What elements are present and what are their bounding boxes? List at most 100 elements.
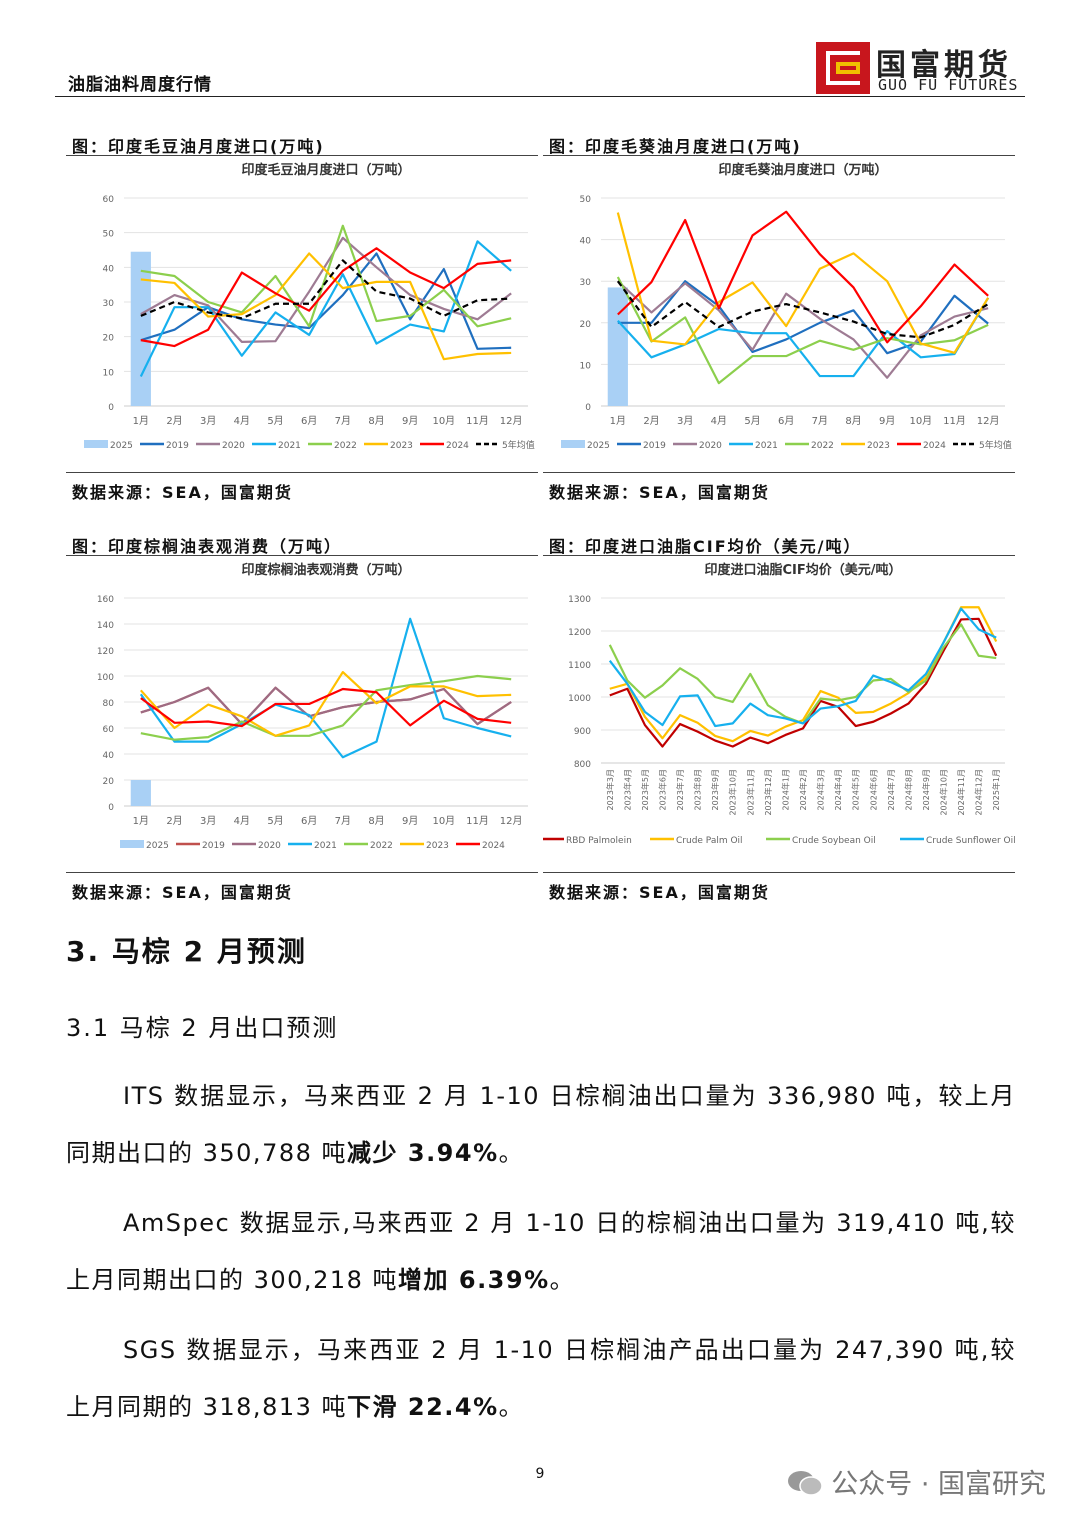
x-tick-label: 4月 [234,415,250,427]
paragraph-highlight: 下滑 22.4% [347,1393,499,1421]
x-tick-label: 8月 [368,415,384,427]
bar-2025 [130,780,151,806]
paragraph-text: SGS 数据显示，马来西亚 2 月 1-10 日棕榈油产品出口量为 247,39… [66,1336,1016,1421]
chart-title: 印度毛葵油月度进口（万吨） [718,162,887,178]
x-tick-label: 2025年1月 [991,769,1001,810]
figure-caption: 图：印度进口油脂CIF均价（美元/吨） [543,533,1015,556]
x-tick-label: 2024年12月 [974,769,984,816]
x-tick-label: 2024年3月 [816,769,826,810]
legend-label: 2020 [222,441,245,451]
figure-caption: 图：印度毛葵油月度进口(万吨) [543,133,1015,156]
legend-label: 2025 [146,841,169,851]
x-tick-label: 12月 [500,815,523,827]
chart-soybean-oil-imports: 印度毛豆油月度进口（万吨） 0 10 20 30 40 50 60 1月 2月 3月 4月 5月 6月 7月… [84,162,535,451]
legend-label: 2019 [166,441,189,451]
x-tick-label: 2024年9月 [921,769,931,810]
legend-label: Crude Soybean Oil [792,836,876,846]
wechat-icon [788,1471,823,1496]
x-tick-label: 10月 [909,415,932,427]
x-tick-label: 1月 [133,415,149,427]
x-tick-label: 4月 [711,415,727,427]
x-tick-label: 8月 [845,415,861,427]
chart-title: 印度棕榈油表观消费（万吨） [241,562,410,578]
paragraph-text: ITS 数据显示，马来西亚 2 月 1-10 日棕榈油出口量为 336,980 … [66,1082,1016,1167]
series-line-2022 [616,276,989,385]
x-tick-label: 9月 [402,415,418,427]
y-tick-label: 160 [97,595,114,605]
x-tick-label: 10月 [432,815,455,827]
x-tick-label: 2023年3月 [605,769,615,810]
y-tick-label: 40 [103,264,115,274]
x-tick-label: 8月 [368,815,384,827]
report-title: 油脂油料周度行情 [68,75,212,95]
x-tick-label: 2024年8月 [903,769,913,810]
x-tick-label: 2024年4月 [833,769,843,810]
y-tick-label: 1000 [568,694,591,704]
legend-label: RBD Palmolein [566,836,632,846]
y-tick-label: 10 [103,368,115,378]
x-tick-label: 5月 [744,415,760,427]
x-tick-label: 6月 [301,815,317,827]
x-tick-label: 9月 [879,415,895,427]
bar-2025 [607,287,628,406]
series-line-2020 [140,686,512,726]
x-tick-label: 2023年8月 [693,769,703,810]
y-tick-label: 1100 [568,661,591,671]
series-line-Crude Soybean Oil [608,623,997,725]
legend-label: 5年均值 [502,439,535,451]
y-tick-label: 20 [103,334,115,344]
paragraph-end: 。 [498,1139,525,1167]
logo-text-en: GUO FU FUTURES [878,76,1019,94]
series-line-2020 [617,280,989,379]
paragraph-end: 。 [549,1266,576,1294]
y-tick-label: 900 [574,727,591,737]
x-tick-label: 2023年7月 [675,769,685,810]
series-line-2022 [140,224,512,328]
x-tick-label: 2023年6月 [657,769,667,810]
series-line-2024 [140,247,512,348]
y-tick-label: 60 [103,195,115,205]
x-tick-label: 2023年5月 [640,769,650,810]
legend-label: 2023 [426,841,449,851]
figure-cif-prices: 图：印度进口油脂CIF均价（美元/吨） 印度进口油脂CIF均价（美元/吨） 800… [540,533,1016,903]
x-tick-label: 2024年6月 [868,769,878,810]
legend-label: 2022 [811,441,834,451]
legend-label: 2025 [110,441,133,451]
legend-label: 2021 [755,441,778,451]
y-tick-label: 800 [574,760,591,770]
figure-palm-oil-consumption: 图：印度棕榈油表观消费（万吨） 印度棕榈油表观消费（万吨） 0 20 40 60 80 10… [66,533,538,903]
paragraph-highlight: 减少 3.94% [347,1139,499,1167]
x-tick-label: 2月 [166,415,182,427]
series-line-Crude Sunflower Oil [608,607,997,728]
legend-label: 2019 [202,841,225,851]
x-tick-label: 2024年7月 [886,769,896,810]
legend-label: 2022 [370,841,393,851]
legend-label: 2021 [314,841,337,851]
x-tick-label: 3月 [200,815,216,827]
x-tick-label: 11月 [466,415,489,427]
x-tick-label: 7月 [335,415,351,427]
x-tick-label: 2023年10月 [728,769,738,816]
series-line-2020 [140,236,512,343]
x-tick-label: 6月 [778,415,794,427]
figure-soybean-oil-imports: 图：印度毛豆油月度进口(万吨) 印度毛豆油月度进口（万吨） 0 10 20 30 40 50… [66,133,538,503]
x-tick-label: 2024年2月 [798,769,808,810]
y-tick-label: 40 [103,751,115,761]
legend-label: 2025 [587,441,610,451]
y-tick-label: 20 [580,320,592,330]
x-tick-label: 2024年1月 [780,769,790,810]
x-tick-label: 12月 [977,415,1000,427]
y-tick-label: 50 [103,230,115,240]
y-tick-label: 100 [97,673,114,683]
y-tick-label: 140 [97,621,114,631]
series-line-2021 [139,617,512,759]
series-line-2024 [617,210,989,344]
x-tick-label: 6月 [301,415,317,427]
chart-title: 印度进口油脂CIF均价（美元/吨） [704,562,901,578]
figure-sunflower-oil-imports: 图：印度毛葵油月度进口(万吨) 印度毛葵油月度进口（万吨） 0 10 20 30 40 50… [543,133,1015,503]
legend-label: 2020 [258,841,281,851]
chart-sunflower-oil-imports: 印度毛葵油月度进口（万吨） 0 10 20 30 40 50 1月 2月 3月 4月 5月 6月 7月 8月… [561,162,1012,451]
legend-label: 2022 [334,441,357,451]
subsection-heading: 3.1 马棕 2 月出口预测 [66,1014,339,1042]
